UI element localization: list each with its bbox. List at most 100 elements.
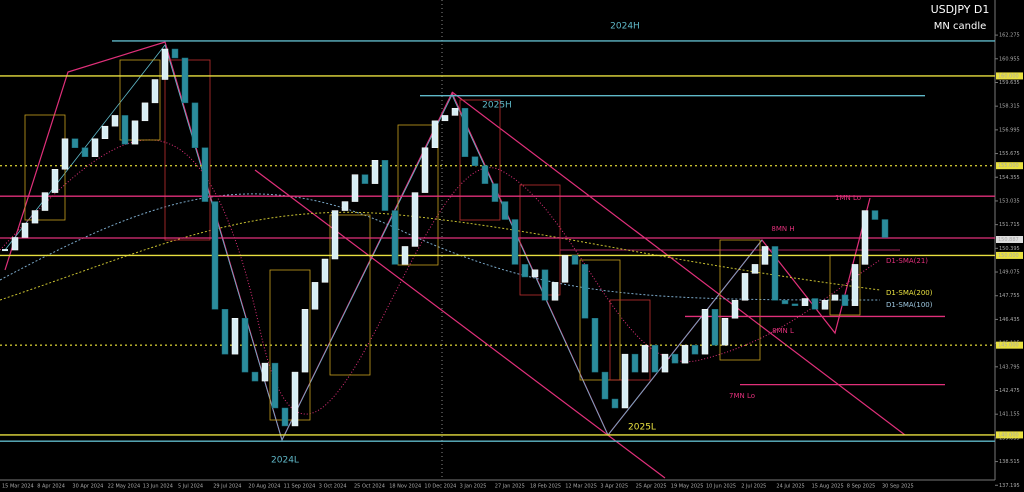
candle xyxy=(381,160,389,211)
candle xyxy=(841,294,849,306)
y-tick-label: 159.635 xyxy=(999,80,1020,86)
y-tick-label: 141.155 xyxy=(999,412,1020,418)
x-tick-label: 15 Mar 2024 xyxy=(2,484,34,490)
candle xyxy=(311,282,319,310)
candle xyxy=(411,192,419,247)
sma-21 xyxy=(0,139,881,415)
candle xyxy=(351,174,359,202)
candle xyxy=(741,273,749,301)
x-tick-label: 13 Jun 2024 xyxy=(143,484,173,490)
x-tick-label: 2 Jul 2025 xyxy=(741,484,766,490)
candle xyxy=(261,362,269,382)
candle xyxy=(591,317,599,373)
annotation: 8MN H xyxy=(771,225,794,233)
x-tick-label: 20 Aug 2024 xyxy=(248,484,280,490)
candle xyxy=(331,210,339,260)
candle xyxy=(221,309,229,355)
candle xyxy=(241,317,249,373)
candle xyxy=(571,255,579,265)
y-tick-label: 137.195 xyxy=(999,483,1020,489)
y-tick-label: 154.355 xyxy=(999,175,1020,181)
candle xyxy=(151,79,159,104)
x-tick-label: 19 May 2025 xyxy=(671,484,704,490)
x-tick-label: 10 Dec 2024 xyxy=(424,484,456,490)
x-tick-label: 18 Nov 2024 xyxy=(389,484,421,490)
candle xyxy=(321,258,329,283)
candle xyxy=(401,246,409,265)
channel-line xyxy=(451,91,906,436)
annotation: D1-SMA(100) xyxy=(886,301,933,309)
price-label: 160.000 xyxy=(998,73,1019,79)
annotation: 2024L xyxy=(271,456,299,466)
candle xyxy=(301,309,309,373)
candle xyxy=(491,183,499,202)
candle xyxy=(821,300,829,310)
candle xyxy=(651,344,659,373)
chart-title: USDJPY D1 xyxy=(931,3,990,16)
x-tick-label: 8 Sep 2025 xyxy=(847,484,876,490)
candle xyxy=(611,398,619,409)
y-tick-label: 156.995 xyxy=(999,127,1020,133)
candle xyxy=(551,282,559,301)
annotation: 1MN Lo xyxy=(835,194,861,202)
candle xyxy=(801,298,809,306)
candle xyxy=(771,246,779,301)
x-tick-label: 25 Oct 2024 xyxy=(354,484,385,490)
candle xyxy=(471,156,479,166)
x-tick-label: 3 Jan 2025 xyxy=(460,484,487,490)
candle xyxy=(811,298,819,310)
candle xyxy=(541,269,549,301)
candle xyxy=(31,210,39,224)
price-label-box xyxy=(996,72,1023,80)
candle xyxy=(101,125,109,140)
y-tick-label: 150.395 xyxy=(999,246,1020,252)
candle xyxy=(601,371,609,400)
price-label: 150.000 xyxy=(998,253,1019,259)
x-tick-label: 8 Apr 2024 xyxy=(37,484,65,490)
candle xyxy=(121,115,129,145)
candle xyxy=(441,115,449,122)
candle xyxy=(761,246,769,265)
candle xyxy=(881,219,889,238)
candle xyxy=(781,300,789,305)
price-label-box xyxy=(996,251,1023,259)
candle xyxy=(751,264,759,274)
price-label-box xyxy=(996,236,1023,244)
candle xyxy=(791,303,799,306)
candle xyxy=(641,344,649,373)
candle xyxy=(51,169,59,193)
candle xyxy=(11,237,19,251)
x-tick-label: 30 Sep 2025 xyxy=(882,484,914,490)
candle xyxy=(431,120,439,148)
x-tick-label: 22 May 2024 xyxy=(108,484,141,490)
y-tick-label: 160.955 xyxy=(999,56,1020,62)
candle xyxy=(371,160,379,184)
y-tick-label: 153.035 xyxy=(999,198,1020,204)
x-tick-label: 24 Jul 2025 xyxy=(776,484,804,490)
candle xyxy=(191,102,199,148)
candle xyxy=(231,317,239,355)
candle xyxy=(671,353,679,364)
candle xyxy=(141,102,149,122)
candle xyxy=(201,147,209,202)
x-tick-label: 18 Feb 2025 xyxy=(530,484,561,490)
y-tick-label: 147.755 xyxy=(999,293,1020,299)
candle xyxy=(71,138,79,148)
candle xyxy=(851,264,859,306)
candle xyxy=(111,115,119,127)
annotation: 2024H xyxy=(610,22,640,32)
candle xyxy=(481,165,489,184)
candle xyxy=(861,210,869,265)
annotation: 8MN L xyxy=(772,327,794,335)
x-tick-label: 12 Mar 2025 xyxy=(565,484,597,490)
candle xyxy=(131,120,139,145)
x-tick-label: 30 Apr 2024 xyxy=(72,484,103,490)
candle xyxy=(391,210,399,265)
candle xyxy=(21,222,29,238)
zigzag-cyan xyxy=(4,44,763,442)
candle xyxy=(421,147,429,193)
price-label-box xyxy=(996,162,1023,170)
y-tick-label: 146.435 xyxy=(999,317,1020,323)
